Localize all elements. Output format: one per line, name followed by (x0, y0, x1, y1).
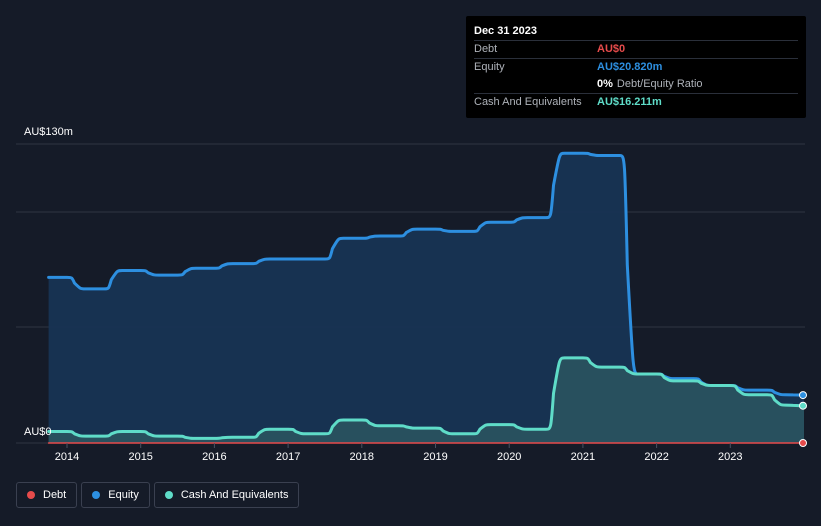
tooltip-ratio-spacer (474, 76, 597, 93)
tooltip-equity-value: AU$20.820m (597, 61, 663, 73)
legend-item-debt[interactable]: Debt (16, 482, 78, 508)
x-tick-labels: 2014 2015 2016 2017 2018 2019 2020 2021 2022 2023 (55, 443, 743, 463)
tooltip-row-ratio: 0% Debt/Equity Ratio (474, 76, 798, 93)
x-tick-label-2015: 2015 (128, 451, 152, 463)
cash-and-equivalents-end-point (799, 401, 807, 410)
x-tick-label-2016: 2016 (202, 451, 226, 463)
legend-item-cash[interactable]: Cash And Equivalents (153, 482, 300, 508)
debt-dot-icon (27, 491, 35, 499)
x-tick-label-2023: 2023 (718, 451, 742, 463)
tooltip-debt-label: Debt (474, 43, 498, 55)
tooltip-ratio-label: Debt/Equity Ratio (616, 78, 703, 90)
tooltip-row-equity: Equity AU$20.820m (474, 58, 798, 76)
legend-equity-label: Equity (108, 489, 139, 501)
cash-and-equivalents-area (48, 357, 805, 443)
x-tick-label-2017: 2017 (276, 451, 300, 463)
tooltip-cash-label: Cash And Equivalents (474, 96, 582, 108)
y-tick-label-top: AU$130m (24, 126, 73, 138)
y-tick-label-bottom: AU$0 (24, 426, 52, 438)
equity-dot-icon (92, 491, 101, 499)
tooltip-cash-value: AU$16.211m (597, 96, 662, 108)
series-layer (47, 151, 807, 447)
x-tick-label-2020: 2020 (497, 451, 521, 463)
legend-debt-label: Debt (43, 489, 67, 501)
x-tick-label-2014: 2014 (55, 451, 79, 463)
legend-item-equity[interactable]: Equity (81, 482, 150, 508)
tooltip-panel: Dec 31 2023 Debt AU$0 Equity AU$20.820m … (466, 16, 806, 118)
cash-and-equivalents-line (47, 356, 806, 440)
x-tick-label-2022: 2022 (644, 451, 668, 463)
debt-end-point (799, 439, 807, 447)
tooltip-row-debt: Debt AU$0 (474, 40, 798, 58)
x-tick-label-2019: 2019 (423, 451, 447, 463)
tooltip-row-cash: Cash And Equivalents AU$16.211m (474, 93, 798, 111)
legend-cash-label: Cash And Equivalents (180, 489, 289, 501)
legend: Debt Equity Cash And Equivalents (16, 482, 300, 508)
tooltip-debt-value: AU$0 (597, 43, 626, 55)
x-tick-label-2021: 2021 (571, 451, 595, 463)
tooltip-ratio-value: 0% (597, 78, 613, 90)
tooltip-date: Dec 31 2023 (474, 25, 537, 37)
x-tick-label-2018: 2018 (350, 451, 374, 463)
cash-dot-icon (164, 491, 173, 499)
equity-end-point (799, 391, 807, 400)
tooltip-equity-label: Equity (474, 61, 505, 73)
